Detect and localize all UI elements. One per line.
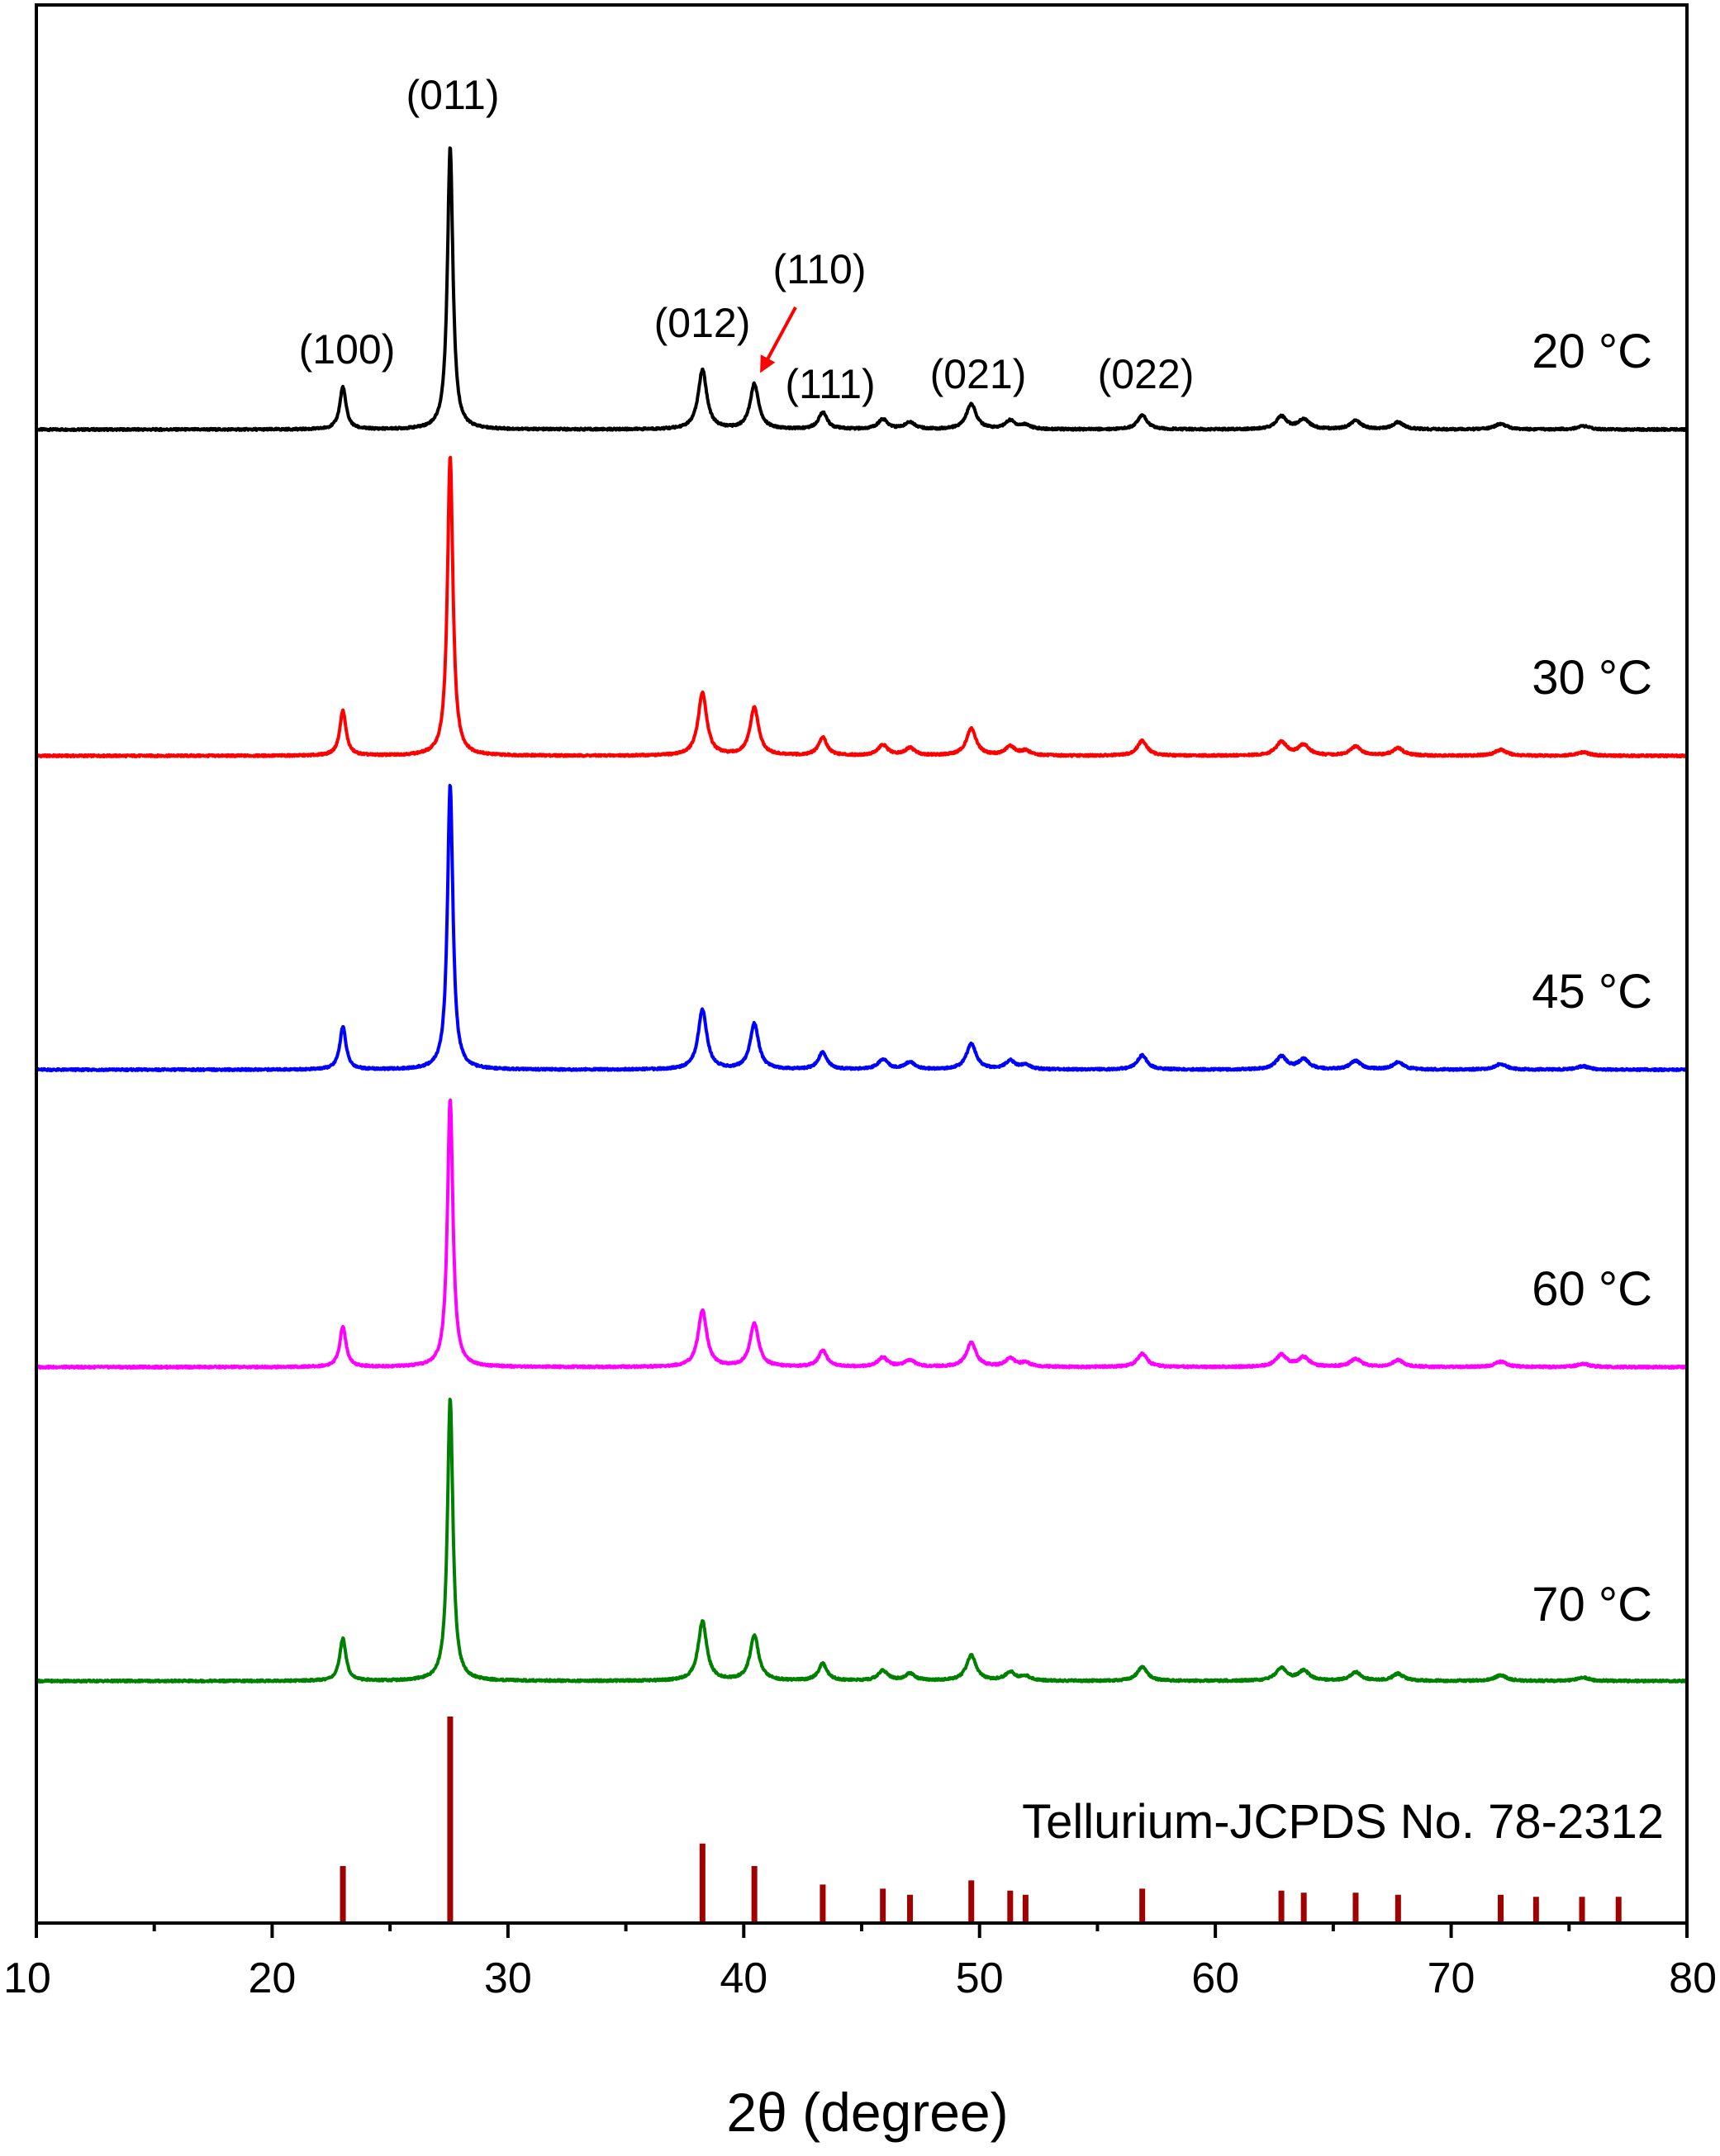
x-tick-label: 40 [720,1954,767,2002]
series-curves: 20 °C 30 °C 45 °C 60 °C 70 °C [35,146,1689,1684]
peak-label: (100) [299,326,396,373]
x-axis-ticks: 10 20 30 40 50 60 70 80 [3,1923,1717,2002]
peak-label: (110) [772,246,866,292]
peak-label: (021) [930,351,1027,397]
peak-label: (022) [1098,351,1195,397]
series-line [35,455,1689,758]
peak-label: (011) [406,72,499,118]
series-label: 30 °C [1532,651,1652,705]
plot-frame [35,3,1689,1925]
series-line [35,783,1689,1072]
peak-label: (012) [654,300,751,346]
x-tick-label: 10 [3,1954,51,2002]
series-label: 60 °C [1532,1262,1652,1316]
x-axis-label: 2θ (degree) [726,2082,1008,2143]
peak-annotations: (100) (011) (012) (110) (111) (021) (022) [299,72,1195,407]
series-label: 70 °C [1532,1578,1652,1631]
reference-pattern: Tellurium-JCPDS No. 78-2312 [340,1717,1664,1921]
series-line [35,1098,1689,1370]
reference-label: Tellurium-JCPDS No. 78-2312 [1022,1795,1664,1849]
x-tick-label: 30 [484,1954,532,2002]
x-tick-label: 80 [1669,1954,1717,2002]
x-tick-label: 70 [1428,1954,1475,2002]
peak-label: (111) [785,361,875,407]
x-tick-label: 20 [249,1954,297,2002]
x-tick-label: 50 [956,1954,1004,2002]
x-tick-label: 60 [1191,1954,1239,2002]
series-line [35,1398,1689,1684]
peak-arrow [760,306,797,373]
series-line [35,146,1689,433]
series-label: 45 °C [1532,965,1652,1019]
series-label: 20 °C [1532,325,1652,378]
